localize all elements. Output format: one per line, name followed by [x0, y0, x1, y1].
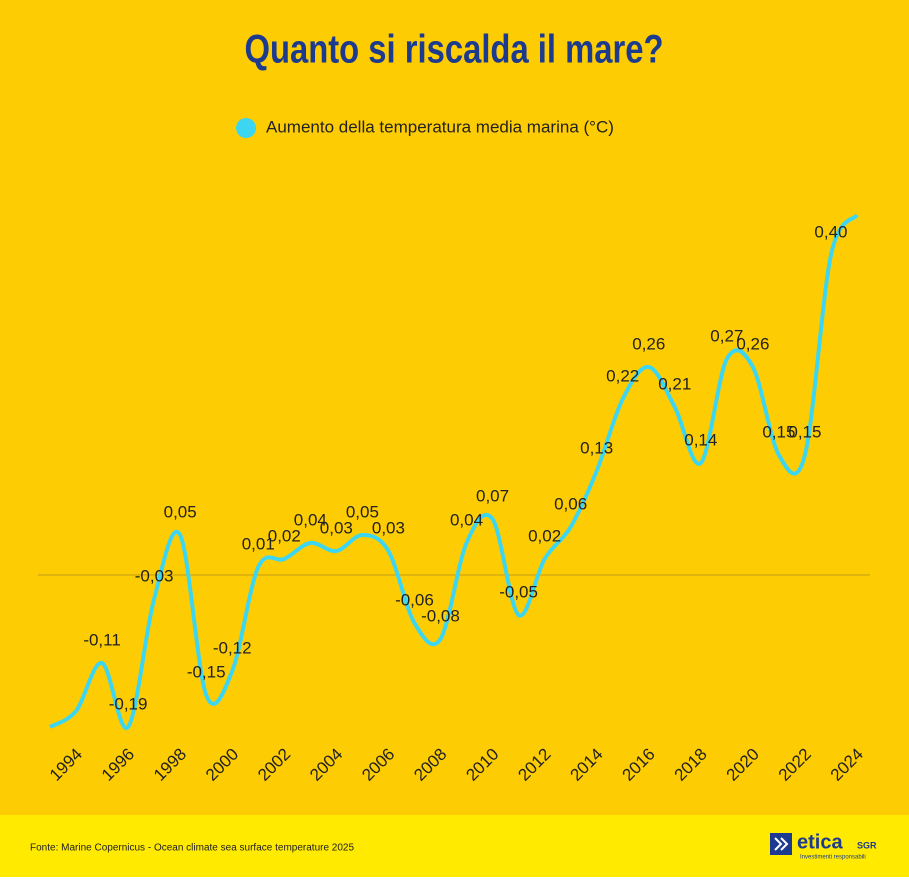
data-label: 0,05	[346, 502, 379, 521]
logo: etica SGR Investimenti responsabili	[770, 831, 877, 861]
data-label: 0,02	[528, 526, 561, 545]
data-label: -0,08	[421, 606, 460, 625]
data-label: 0,03	[372, 518, 405, 537]
data-label: -0,11	[83, 630, 121, 649]
data-label: 0,26	[736, 334, 769, 353]
data-label: 0,04	[294, 510, 327, 529]
data-label: 0,04	[450, 510, 483, 529]
data-label: -0,15	[187, 662, 226, 681]
logo-suffix: SGR	[857, 840, 877, 850]
data-label: -0,06	[395, 590, 434, 609]
data-label: 0,15	[788, 422, 821, 441]
line	[48, 213, 859, 730]
legend-label: Aumento della temperatura media marina (…	[266, 117, 614, 136]
data-label: -0,05	[499, 582, 538, 601]
data-label: 0,27	[710, 326, 743, 345]
source: Fonte: Marine Copernicus - Ocean climate…	[30, 843, 354, 854]
data-label: 0,13	[580, 438, 613, 457]
data-label: -0,03	[135, 566, 174, 585]
footer-band	[0, 815, 909, 877]
data-label: -0,12	[213, 638, 252, 657]
data-label: 0,40	[814, 222, 847, 241]
data-label: 0,06	[554, 494, 587, 513]
data-label: 0,14	[684, 430, 717, 449]
data-label: 0,07	[476, 486, 509, 505]
data-label: 0,21	[658, 374, 691, 393]
logo-tagline: Investimenti responsabili	[800, 855, 866, 861]
logo-icon-mark	[774, 837, 789, 851]
data-label: 0,26	[632, 334, 665, 353]
data-label: 0,15	[762, 422, 795, 441]
data-label: 0,22	[606, 366, 639, 385]
chart-title: Quanto si riscalda il mare?	[244, 26, 663, 71]
background	[0, 0, 909, 815]
data-label: 0,01	[242, 534, 275, 553]
logo-name: etica	[797, 831, 843, 853]
legend-marker	[236, 118, 256, 138]
data-label: 0,02	[268, 526, 301, 545]
data-label: -0,19	[109, 694, 148, 713]
data-label: 0,03	[320, 518, 353, 537]
data-label: 0,05	[164, 502, 197, 521]
